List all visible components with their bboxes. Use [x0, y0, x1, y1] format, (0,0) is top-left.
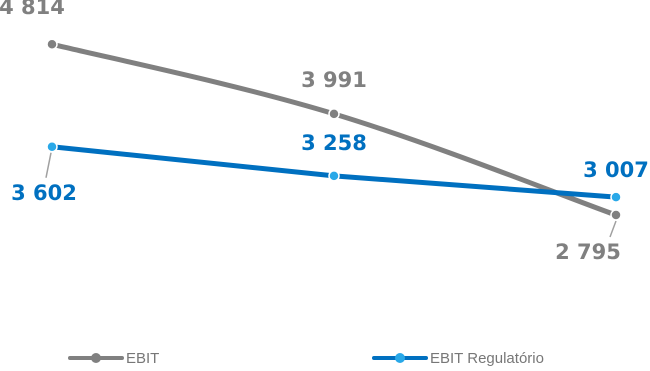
label-leader-lines [45, 152, 617, 238]
series-markers [46, 38, 622, 221]
data-labels: 4 814 3 991 2 795 3 602 3 258 3 007 [0, 0, 649, 264]
legend-label-ebit-regulatorio: EBIT Regulatório [430, 349, 544, 367]
marker-ebit-regulatorio-2 [328, 170, 340, 182]
legend-swatch-ebit [68, 351, 124, 365]
data-label-ebit-3: 2 795 [555, 240, 621, 264]
leader-line-ebit-regulatorio-1 [45, 152, 52, 178]
data-label-ebit-1: 4 814 [0, 0, 65, 19]
marker-ebit-3 [610, 209, 622, 221]
legend-item-ebit: EBIT [68, 348, 159, 368]
leader-line-ebit-3 [609, 220, 617, 238]
legend-item-ebit-regulatorio: EBIT Regulatório [372, 348, 544, 368]
legend-swatch-ebit-regulatorio [372, 351, 428, 365]
data-label-ebit-regulatorio-2: 3 258 [301, 131, 367, 155]
marker-ebit-1 [46, 38, 58, 50]
marker-ebit-2 [328, 108, 340, 120]
data-label-ebit-regulatorio-3: 3 007 [583, 158, 649, 182]
legend-label-ebit: EBIT [126, 349, 160, 367]
marker-ebit-regulatorio-3 [610, 191, 622, 203]
data-label-ebit-regulatorio-1: 3 602 [11, 181, 77, 205]
marker-ebit-regulatorio-1 [46, 141, 58, 153]
data-label-ebit-2: 3 991 [301, 68, 367, 92]
